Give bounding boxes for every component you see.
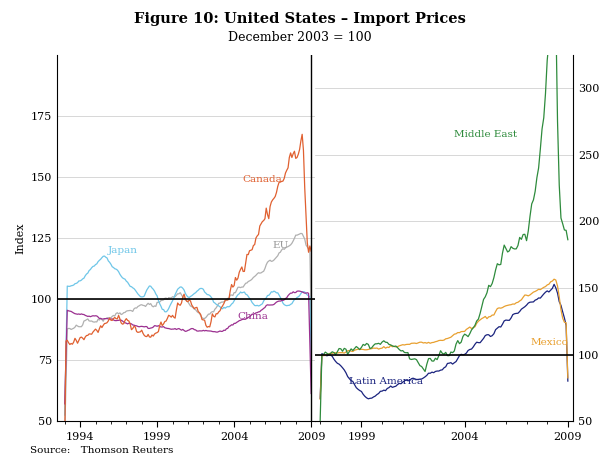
- Text: China: China: [237, 312, 268, 321]
- Text: Latin America: Latin America: [349, 377, 423, 386]
- Text: Source: Thomson Reuters: Source: Thomson Reuters: [30, 446, 173, 455]
- Text: Figure 10: United States – Import Prices: Figure 10: United States – Import Prices: [134, 12, 466, 26]
- Text: Canada: Canada: [242, 175, 282, 184]
- Text: December 2003 = 100: December 2003 = 100: [228, 31, 372, 44]
- Y-axis label: Index: Index: [15, 222, 25, 254]
- Text: EU: EU: [272, 241, 289, 250]
- Text: Japan: Japan: [108, 246, 138, 255]
- Text: Middle East: Middle East: [454, 130, 517, 139]
- Text: Mexico: Mexico: [530, 338, 568, 347]
